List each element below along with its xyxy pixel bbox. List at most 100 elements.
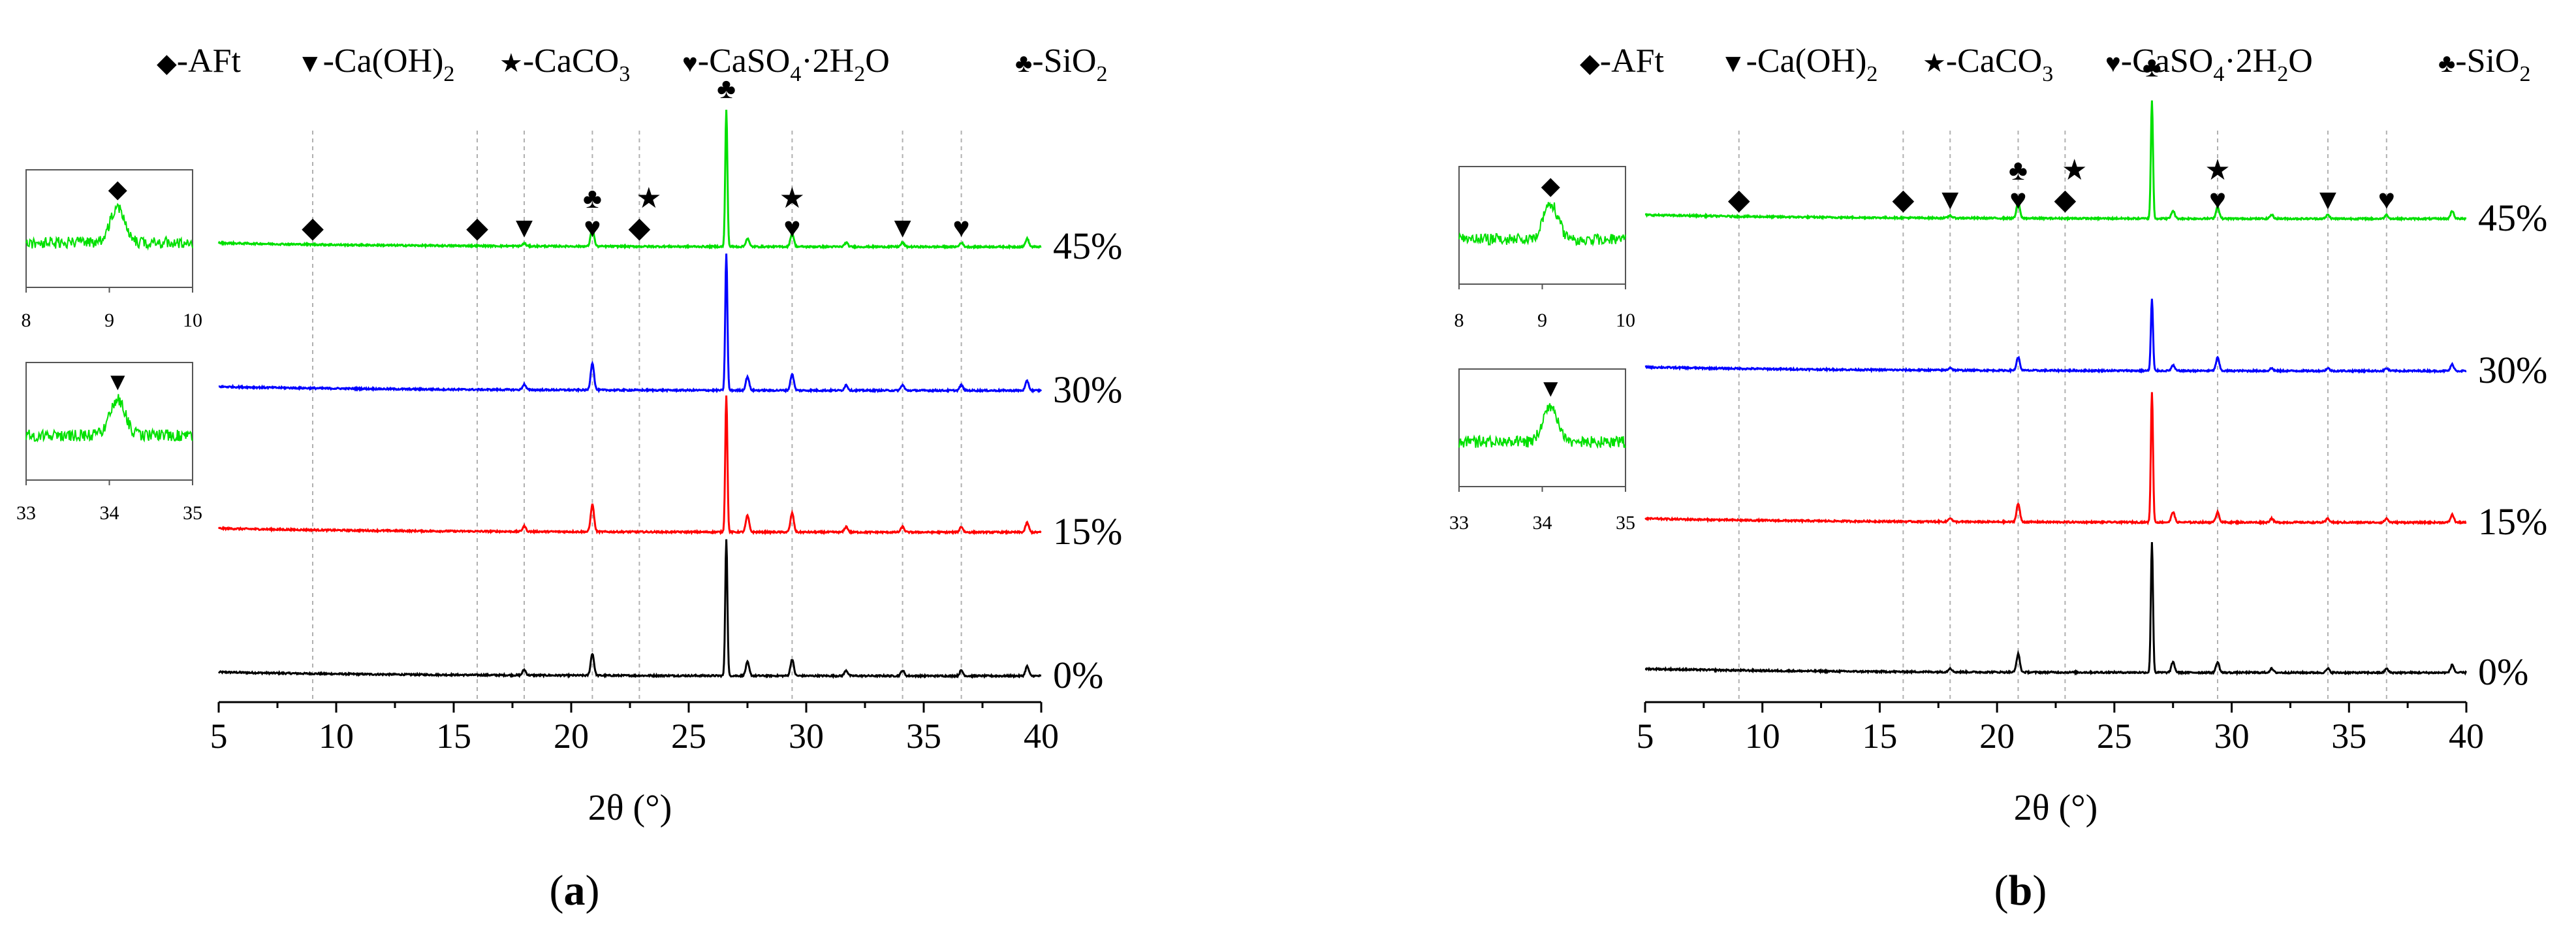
triangle-marker: ▼	[888, 212, 917, 244]
x-tick-label: 40	[1024, 717, 1059, 756]
inset-2: ▼ 33 34 35	[16, 362, 202, 524]
series-line-30%	[218, 253, 1043, 394]
x-tick-label: 25	[671, 717, 706, 756]
legend-item-5: ♣-SiO2	[2438, 42, 2531, 86]
series-label-0%: 0%	[1053, 654, 1103, 696]
x-tick-label: 20	[554, 717, 589, 756]
panel-label: (b)	[1994, 867, 2047, 914]
inset-series-line	[25, 394, 193, 443]
inset-series-line	[25, 202, 193, 251]
diamond-marker: ◆	[1728, 184, 1750, 216]
inset-frame	[25, 362, 193, 481]
legend-item-3: ★-CaCO3	[499, 42, 630, 86]
star-marker: ★	[2205, 154, 2230, 186]
triangle-marker: ▼	[2314, 184, 2342, 216]
x-tick-label: 30	[789, 717, 824, 756]
legend-item-3: ★-CaCO3	[1923, 42, 2053, 86]
series-label-0%: 0%	[2478, 651, 2528, 693]
x-tick-label: 10	[1745, 717, 1780, 756]
legend-item-2: ▼-Ca(OH)2	[297, 42, 454, 86]
legend-item-2: ▼-Ca(OH)2	[1720, 42, 1877, 86]
series-line-0%	[217, 539, 1041, 679]
inset-frame	[1458, 166, 1626, 285]
triangle-marker: ▼	[1538, 375, 1563, 402]
x-tick-label: 5	[210, 717, 228, 756]
inset-tick-label: 34	[100, 502, 119, 524]
inset-tick-label: 9	[104, 310, 114, 331]
heart-marker: ♥	[2378, 184, 2395, 216]
inset-tick-label: 33	[16, 502, 36, 524]
x-tick-label: 35	[2331, 717, 2366, 756]
inset-2: ▼ 33 34 35	[1449, 368, 1635, 534]
heart-marker: ♥	[783, 212, 800, 244]
diamond-marker: ◆	[628, 212, 650, 244]
inset-tick-label: 35	[1616, 512, 1635, 534]
diamond-marker: ◆	[302, 212, 324, 244]
x-axis-title: 2θ (°)	[2014, 788, 2098, 828]
series-label-15%: 15%	[1053, 510, 1122, 553]
panel-label: (a)	[550, 867, 600, 914]
panel-a: ◆-AFt ▼-Ca(OH)2 ★-CaCO3 ♥-CaSO4·2H2O ♣-SiO2 0…	[16, 42, 1122, 914]
inset-tick-label: 8	[22, 310, 31, 331]
inset-tick-label: 10	[1616, 310, 1635, 331]
triangle-marker: ▼	[105, 368, 130, 396]
inset-tick-label: 35	[183, 502, 202, 524]
x-tick-label: 15	[436, 717, 471, 756]
triangle-marker: ▼	[1936, 184, 1964, 216]
series-label-45%: 45%	[1053, 225, 1122, 267]
diamond-marker: ◆	[466, 212, 488, 244]
series-label-30%: 30%	[1053, 368, 1122, 411]
series-line-45%	[217, 110, 1042, 250]
diamond-marker: ◆	[1541, 172, 1561, 200]
legend: ◆-AFt ▼-Ca(OH)2 ★-CaCO3 ♥-CaSO4·2H2O ♣-SiO2	[1580, 42, 2531, 86]
inset-1: ◆ 8 9 10	[1454, 166, 1635, 331]
triangle-marker: ▼	[510, 212, 539, 244]
club-marker: ♣	[717, 72, 736, 105]
club-marker: ♣	[2009, 154, 2028, 186]
legend-item-4: ♥-CaSO4·2H2O	[682, 42, 890, 86]
diamond-marker: ◆	[2054, 184, 2076, 216]
heart-marker: ♥	[2009, 184, 2026, 216]
panel-b: ◆-AFt ▼-Ca(OH)2 ★-CaCO3 ♥-CaSO4·2H2O ♣-SiO2 0…	[1449, 42, 2547, 914]
legend-item-1: ◆-AFt	[157, 42, 242, 80]
legend: ◆-AFt ▼-Ca(OH)2 ★-CaCO3 ♥-CaSO4·2H2O ♣-SiO2	[157, 42, 1108, 86]
inset-1: ◆ 8 9 10	[22, 169, 202, 331]
series-label-30%: 30%	[2478, 349, 2547, 391]
club-marker: ♣	[2143, 51, 2161, 83]
x-tick-label: 35	[906, 717, 941, 756]
inset-tick-label: 9	[1537, 310, 1547, 331]
series-line-15%	[217, 395, 1042, 536]
legend-item-4: ♥-CaSO4·2H2O	[2105, 42, 2313, 86]
x-tick-label: 25	[2097, 717, 2132, 756]
series-line-0%	[1644, 542, 2468, 677]
heart-marker: ♥	[584, 212, 601, 244]
x-axis-title: 2θ (°)	[588, 788, 672, 828]
heart-marker: ♥	[953, 212, 970, 244]
series-line-30%	[1644, 298, 2467, 374]
inset-series-line	[1458, 403, 1626, 449]
series-line-45%	[1644, 100, 2466, 222]
x-tick-label: 5	[1637, 717, 1654, 756]
x-tick-label: 30	[2214, 717, 2250, 756]
inset-tick-label: 34	[1533, 512, 1552, 534]
heart-marker: ♥	[2209, 184, 2226, 216]
series-line-15%	[1644, 392, 2467, 526]
diamond-marker: ◆	[108, 176, 128, 203]
inset-series-line	[1458, 201, 1626, 247]
star-marker: ★	[2062, 154, 2087, 186]
diamond-marker: ◆	[1892, 184, 1914, 216]
series-label-15%: 15%	[2478, 500, 2547, 543]
inset-tick-label: 10	[183, 310, 202, 331]
x-tick-label: 40	[2449, 717, 2484, 756]
series-label-45%: 45%	[2478, 197, 2547, 239]
legend-item-5: ♣-SiO2	[1015, 42, 1108, 86]
x-tick-label: 10	[319, 717, 354, 756]
x-tick-label: 15	[1862, 717, 1897, 756]
inset-tick-label: 8	[1454, 310, 1464, 331]
x-tick-label: 20	[1979, 717, 2015, 756]
legend-item-1: ◆-AFt	[1580, 42, 1665, 80]
star-marker: ★	[779, 182, 805, 214]
club-marker: ♣	[583, 182, 602, 214]
inset-tick-label: 33	[1449, 512, 1469, 534]
